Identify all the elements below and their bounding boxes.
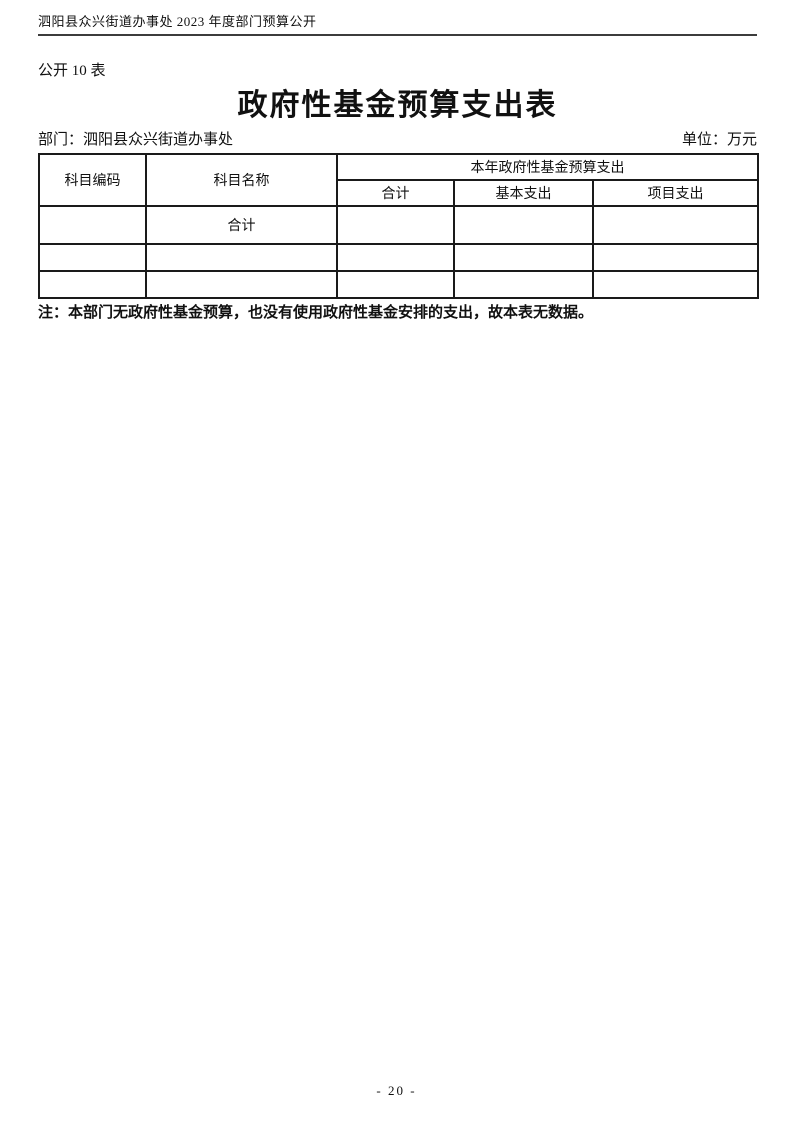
cell-project xyxy=(592,243,759,272)
cell-code xyxy=(38,205,147,245)
cell-total xyxy=(336,243,455,272)
cell-total xyxy=(336,270,455,299)
cell-total xyxy=(336,205,455,245)
table-meta-row: 部门：泗阳县众兴街道办事处 单位：万元 xyxy=(38,131,757,149)
cell-basic xyxy=(453,270,594,299)
table-row xyxy=(38,270,759,299)
document-header: 泗阳县众兴街道办事处 2023 年度部门预算公开 xyxy=(38,14,757,36)
cell-project xyxy=(592,270,759,299)
cell-code xyxy=(38,270,147,299)
cell-name xyxy=(145,243,338,272)
table-row xyxy=(38,243,759,272)
cell-basic xyxy=(453,205,594,245)
header-group-fund-expenditure: 本年政府性基金预算支出 xyxy=(336,153,759,181)
header-subject-code: 科目编码 xyxy=(38,153,147,207)
document-page: 泗阳县众兴街道办事处 2023 年度部门预算公开 公开 10 表 政府性基金预算… xyxy=(38,14,759,323)
header-basic-expenditure: 基本支出 xyxy=(453,179,594,207)
header-subject-name: 科目名称 xyxy=(145,153,338,207)
unit-label: 单位：万元 xyxy=(681,132,757,148)
department-label: 部门：泗阳县众兴街道办事处 xyxy=(38,132,234,148)
table-row: 合计 xyxy=(38,205,759,245)
page-number: - 20 - xyxy=(376,1083,417,1098)
table-label: 公开 10 表 xyxy=(38,63,106,79)
cell-project xyxy=(592,205,759,245)
budget-table: 科目编码 科目名称 本年政府性基金预算支出 合计 基本支出 项目支出 合计 xyxy=(38,153,759,299)
cell-name: 合计 xyxy=(145,205,338,245)
cell-basic xyxy=(453,243,594,272)
page-title: 政府性基金预算支出表 xyxy=(237,89,558,122)
header-total: 合计 xyxy=(336,179,455,207)
table-note: 注：本部门无政府性基金预算，也没有使用政府性基金安排的支出，故本表无数据。 xyxy=(38,305,594,321)
header-project-expenditure: 项目支出 xyxy=(592,179,759,207)
cell-name xyxy=(145,270,338,299)
cell-code xyxy=(38,243,147,272)
